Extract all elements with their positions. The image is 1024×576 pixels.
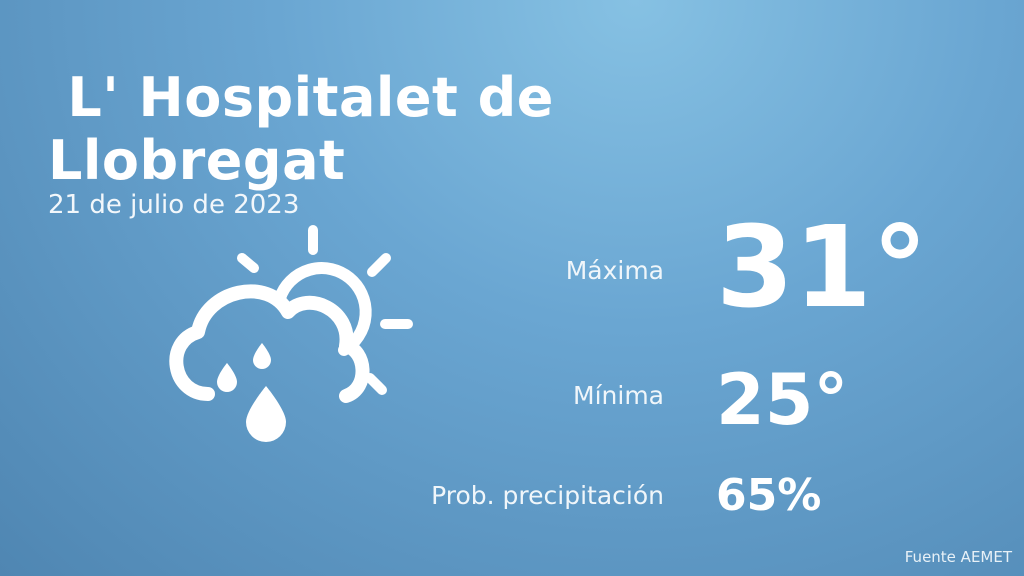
max-temp-value: 31° (716, 203, 928, 333)
partly-cloudy-rain-icon (169, 225, 413, 442)
precip-prob-label: Prob. precipitación (431, 481, 664, 510)
forecast-date: 21 de julio de 2023 (48, 190, 300, 220)
max-temp-label: Máxima (565, 256, 664, 285)
location-title: L' Hospitalet de Llobregat (48, 66, 574, 192)
source-credit: Fuente AEMET (904, 548, 1012, 566)
min-temp-value: 25° (716, 359, 849, 441)
min-temp-label: Mínima (573, 381, 664, 410)
precip-prob-value: 65% (716, 470, 822, 521)
